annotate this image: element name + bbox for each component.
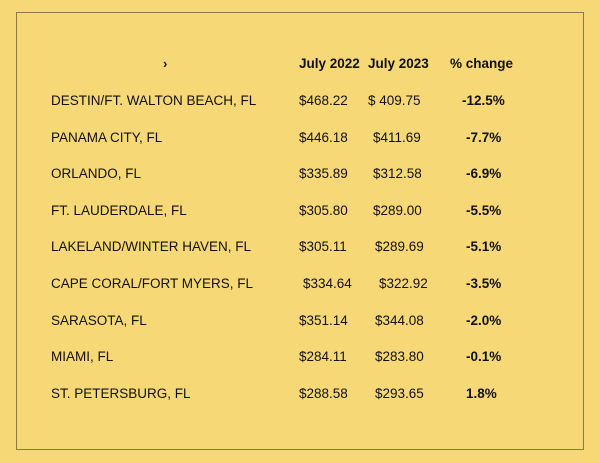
july-2023-cell: $312.58 (373, 166, 422, 181)
city-cell: LAKELAND/WINTER HAVEN, FL (51, 239, 252, 254)
header-july-2022: July 2022 (299, 56, 360, 71)
city-cell: MIAMI, FL (51, 349, 114, 364)
july-2022-cell: $446.18 (299, 130, 348, 145)
table-row: ORLANDO, FL $335.89 $312.58 -6.9% (17, 163, 583, 185)
july-2022-cell: $288.58 (299, 386, 348, 401)
july-2023-cell: $322.92 (379, 276, 428, 291)
change-cell: -6.9% (466, 166, 502, 181)
july-2023-cell: $344.08 (375, 313, 424, 328)
table-row: SARASOTA, FL $351.14 $344.08 -2.0% (17, 310, 583, 332)
change-cell: -3.5% (466, 276, 502, 291)
city-cell: DESTIN/FT. WALTON BEACH, FL (51, 93, 257, 108)
city-cell: ORLANDO, FL (51, 166, 142, 181)
table-row: PANAMA CITY, FL $446.18 $411.69 -7.7% (17, 127, 583, 149)
july-2023-cell: $289.00 (373, 203, 422, 218)
change-cell: -0.1% (466, 349, 502, 364)
table-row: LAKELAND/WINTER HAVEN, FL $305.11 $289.6… (17, 236, 583, 258)
city-cell: CAPE CORAL/FORT MYERS, FL (51, 276, 254, 291)
july-2022-cell: $351.14 (299, 313, 348, 328)
july-2023-cell: $289.69 (375, 239, 424, 254)
header-percent-change: % change (450, 56, 514, 71)
change-cell: -2.0% (466, 313, 502, 328)
city-cell: FT. LAUDERDALE, FL (51, 203, 187, 218)
table-row: FT. LAUDERDALE, FL $305.80 $289.00 -5.5% (17, 200, 583, 222)
change-cell: 1.8% (466, 386, 497, 401)
july-2022-cell: $305.80 (299, 203, 348, 218)
header-marker: › (163, 56, 168, 71)
change-cell: -5.5% (466, 203, 502, 218)
city-cell: ST. PETERSBURG, FL (51, 386, 191, 401)
table-header: › July 2022 July 2023 % change (17, 53, 583, 75)
july-2023-cell: $283.80 (375, 349, 424, 364)
table-row: DESTIN/FT. WALTON BEACH, FL $468.22 $ 40… (17, 90, 583, 112)
july-2023-cell: $293.65 (375, 386, 424, 401)
july-2022-cell: $468.22 (299, 93, 348, 108)
july-2023-cell: $411.69 (373, 130, 421, 145)
header-july-2023: July 2023 (368, 56, 429, 71)
july-2022-cell: $335.89 (299, 166, 348, 181)
july-2022-cell: $284.11 (299, 349, 347, 364)
city-cell: PANAMA CITY, FL (51, 130, 163, 145)
table-row: ST. PETERSBURG, FL $288.58 $293.65 1.8% (17, 383, 583, 405)
table-row: MIAMI, FL $284.11 $283.80 -0.1% (17, 346, 583, 368)
july-2022-cell: $305.11 (299, 239, 347, 254)
city-cell: SARASOTA, FL (51, 313, 147, 328)
rates-table: › July 2022 July 2023 % change DESTIN/FT… (16, 12, 584, 450)
change-cell: -12.5% (462, 93, 505, 108)
change-cell: -5.1% (466, 239, 502, 254)
table-row: CAPE CORAL/FORT MYERS, FL $334.64 $322.9… (17, 273, 583, 295)
july-2022-cell: $334.64 (303, 276, 352, 291)
change-cell: -7.7% (466, 130, 502, 145)
july-2023-cell: $ 409.75 (368, 93, 421, 108)
